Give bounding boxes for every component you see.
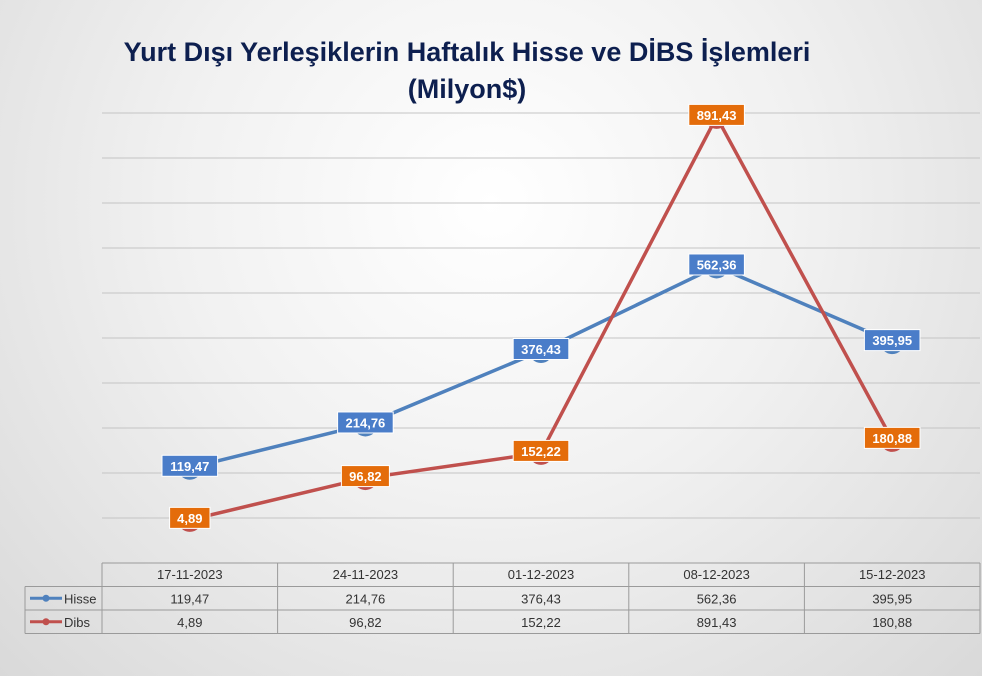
legend-series-name: Dibs xyxy=(64,615,91,630)
legend-key-marker xyxy=(42,618,50,626)
table-cell-value: 214,76 xyxy=(346,591,386,606)
table-cell-value: 562,36 xyxy=(697,591,737,606)
data-label: 152,22 xyxy=(521,444,561,459)
table-cell-value: 891,43 xyxy=(697,615,737,630)
table-cell-value: 395,95 xyxy=(872,591,912,606)
data-label: 891,43 xyxy=(697,108,737,123)
data-label: 119,47 xyxy=(170,459,209,474)
data-label: 96,82 xyxy=(349,469,382,484)
x-tick-label: 08-12-2023 xyxy=(683,567,750,582)
x-tick-label: 24-11-2023 xyxy=(333,567,399,582)
series-line xyxy=(189,264,893,470)
table-cell-value: 376,43 xyxy=(521,591,561,606)
data-label: 4,89 xyxy=(177,511,202,526)
data-label: 562,36 xyxy=(697,257,737,272)
data-label-box xyxy=(688,103,745,126)
data-label-box xyxy=(688,253,745,276)
x-tick-label: 17-11-2023 xyxy=(157,567,223,582)
data-label-box xyxy=(340,465,390,488)
table-cell-value: 180,88 xyxy=(872,615,912,630)
table-cell-value: 96,82 xyxy=(349,615,382,630)
data-label: 180,88 xyxy=(872,431,912,446)
table-cell-value: 152,22 xyxy=(521,615,561,630)
data-label: 376,43 xyxy=(521,342,561,357)
data-label-box xyxy=(512,337,570,360)
legend-key-marker xyxy=(42,594,50,602)
data-label-box xyxy=(161,454,219,477)
data-label-box xyxy=(337,411,394,434)
data-label-box xyxy=(169,506,211,529)
plot-series: 119,47 214,76 376,43 562,36 395,95 4,89 96,82 1… xyxy=(161,103,921,532)
legend-series-name: Hisse xyxy=(64,591,97,606)
x-tick-label: 15-12-2023 xyxy=(859,567,926,582)
table-cell-value: 119,47 xyxy=(170,591,209,606)
data-label-box xyxy=(863,329,921,352)
data-label: 214,76 xyxy=(346,415,386,430)
x-tick-label: 01-12-2023 xyxy=(508,567,575,582)
table-cell-value: 4,89 xyxy=(177,615,202,630)
data-label-box xyxy=(863,426,921,449)
data-label-box xyxy=(512,439,570,462)
data-label: 395,95 xyxy=(872,333,912,348)
chart-subtitle: (Milyon$) xyxy=(408,74,527,104)
chart-title: Yurt Dışı Yerleşiklerin Haftalık Hisse v… xyxy=(124,37,811,67)
data-table: 17-11-2023 24-11-2023 01-12-2023 08-12-2023… xyxy=(24,563,981,634)
